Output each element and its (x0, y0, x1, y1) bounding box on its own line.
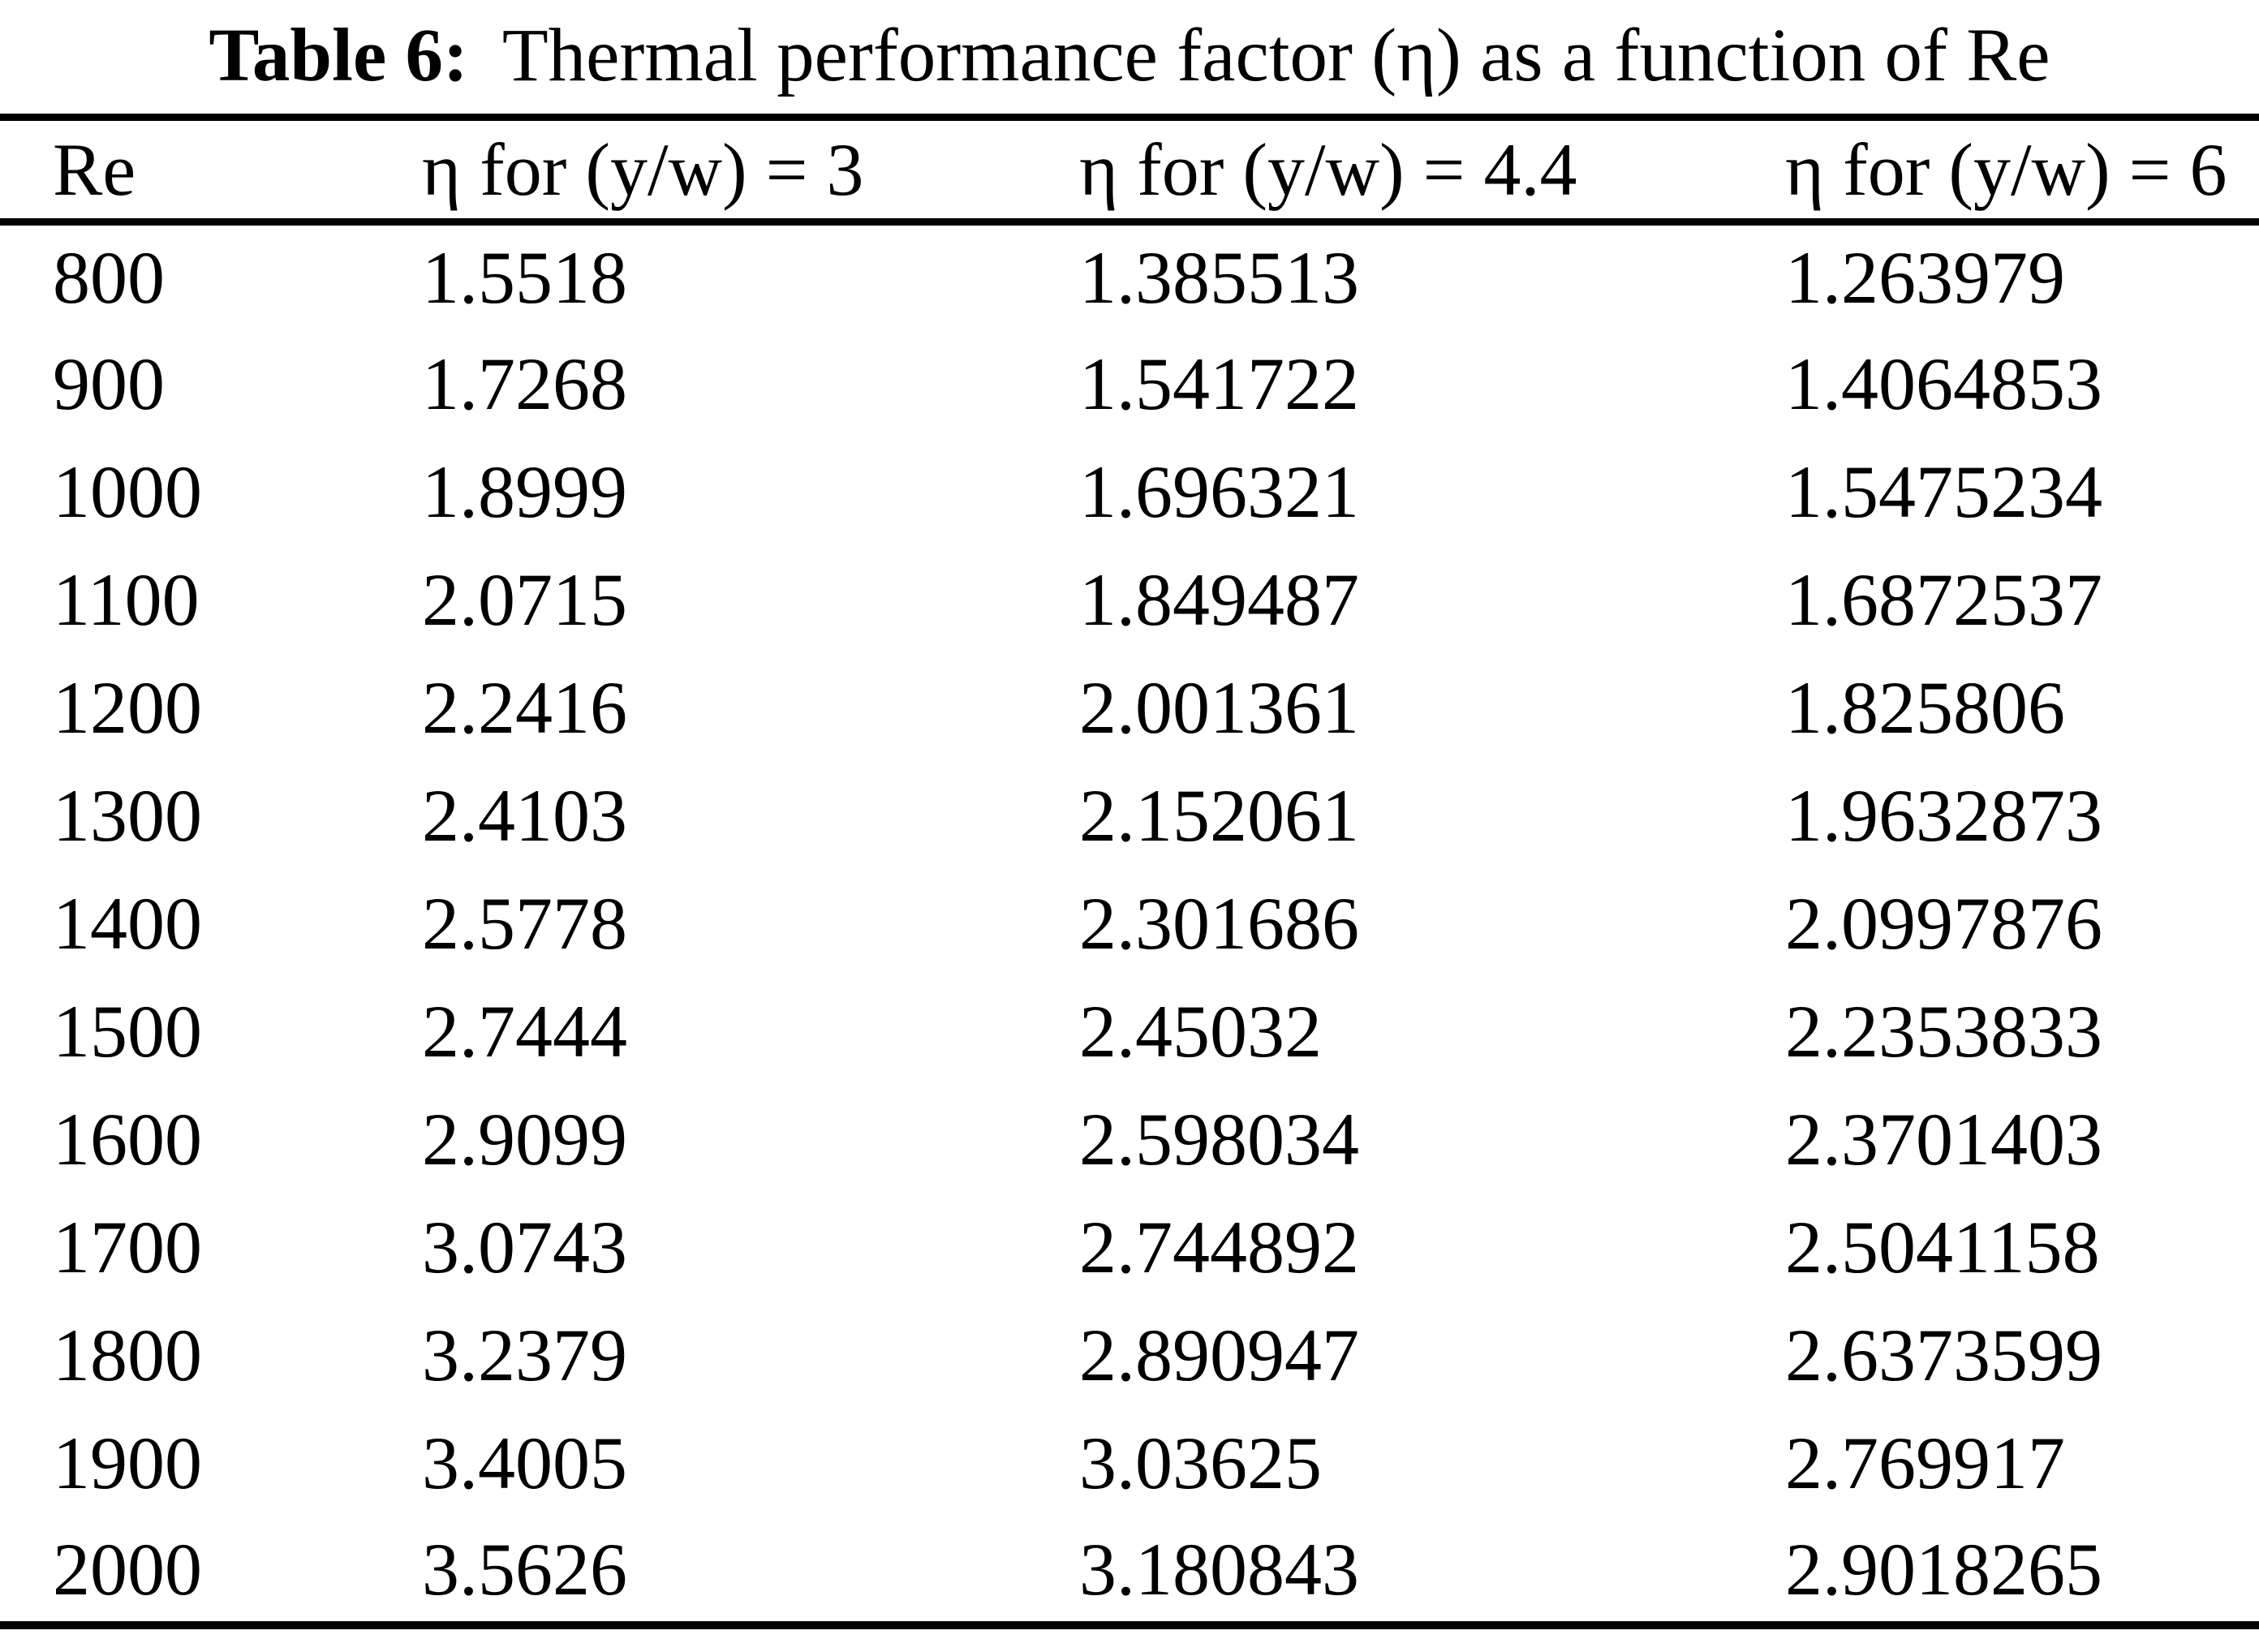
column-header-eta-yw6: η for (y/w) = 6 (1785, 128, 2227, 211)
table-row: 900 1.7268 1.541722 1.4064853 (0, 330, 2259, 438)
table-row: 1300 2.4103 2.152061 1.9632873 (0, 762, 2259, 870)
table-row: 1100 2.0715 1.849487 1.6872537 (0, 546, 2259, 654)
table-cell: 1.825806 (1785, 666, 2065, 749)
table-cell: 2.9018265 (1785, 1527, 2102, 1611)
table-cell: 1.541722 (1079, 342, 1359, 425)
table-cell: 2.5778 (422, 882, 627, 965)
table-body: 800 1.5518 1.385513 1.263979 900 1.7268 1.5417… (0, 222, 2259, 1625)
table-cell: 1.385513 (1079, 236, 1359, 320)
table-row: 1200 2.2416 2.001361 1.825806 (0, 654, 2259, 762)
table-cell: 1300 (53, 774, 202, 857)
table-row: 1000 1.8999 1.696321 1.5475234 (0, 438, 2259, 546)
table-cell: 1200 (53, 666, 202, 749)
table-cell: 900 (53, 342, 165, 425)
table-cell: 1000 (53, 450, 202, 533)
table-row: 1400 2.5778 2.301686 2.0997876 (0, 870, 2259, 978)
table-cell: 2.9099 (422, 1098, 627, 1181)
table-cell: 2.744892 (1079, 1206, 1359, 1288)
table-row: 1700 3.0743 2.744892 2.5041158 (0, 1194, 2259, 1301)
table-row: 800 1.5518 1.385513 1.263979 (0, 222, 2259, 330)
table-cell: 1.5518 (422, 236, 627, 320)
table-cell: 2.0715 (422, 558, 627, 641)
table-cell: 3.4005 (422, 1422, 627, 1504)
table-cell: 2.0997876 (1785, 882, 2102, 965)
table-cell: 3.5626 (422, 1527, 627, 1611)
table-cell: 3.0743 (422, 1206, 627, 1288)
table-cell: 2.5041158 (1785, 1206, 2100, 1288)
table-cell: 2.2416 (422, 666, 627, 749)
table-cell: 2.2353833 (1785, 990, 2102, 1073)
table-cell: 2.6373599 (1785, 1314, 2102, 1396)
table-cell: 1500 (53, 990, 202, 1073)
table-row: 1900 3.4005 3.03625 2.769917 (0, 1409, 2259, 1517)
table-caption-text: Thermal performance factor (η) as a func… (501, 14, 2050, 97)
column-header-eta-yw3: η for (y/w) = 3 (422, 128, 864, 211)
table-cell: 2.890947 (1079, 1314, 1359, 1396)
table-cell: 2.152061 (1079, 774, 1359, 857)
table-cell: 2.001361 (1079, 666, 1359, 749)
table-row: 1500 2.7444 2.45032 2.2353833 (0, 978, 2259, 1086)
table-cell: 1400 (53, 882, 202, 965)
thermal-performance-table: Re η for (y/w) = 3 η for (y/w) = 4.4 η f… (0, 114, 2259, 1629)
table-cell: 1.263979 (1785, 236, 2065, 320)
table-cell: 1.849487 (1079, 558, 1359, 641)
table-cell: 1.7268 (422, 342, 627, 425)
table-cell: 2.3701403 (1785, 1098, 2102, 1181)
column-header-eta-yw44: η for (y/w) = 4.4 (1079, 128, 1577, 211)
table-cell: 2000 (53, 1527, 202, 1611)
table-caption: Table 6: Thermal performance factor (η) a… (0, 0, 2259, 112)
table-caption-number: Table 6: (209, 14, 468, 97)
column-header-re: Re (53, 128, 136, 211)
table-cell: 1.696321 (1079, 450, 1359, 533)
table-cell: 800 (53, 236, 165, 320)
table-header: Re η for (y/w) = 3 η for (y/w) = 4.4 η f… (0, 118, 2259, 222)
table-cell: 1800 (53, 1314, 202, 1396)
table-row: 1600 2.9099 2.598034 2.3701403 (0, 1086, 2259, 1194)
table-cell: 3.2379 (422, 1314, 627, 1396)
table-cell: 2.4103 (422, 774, 627, 857)
table-cell: 1900 (53, 1422, 202, 1504)
table-cell: 1.4064853 (1785, 342, 2102, 425)
table-cell: 2.301686 (1079, 882, 1359, 965)
table-cell: 2.7444 (422, 990, 627, 1073)
table-row: 2000 3.5626 3.180843 2.9018265 (0, 1517, 2259, 1625)
table-cell: 1.5475234 (1785, 450, 2102, 533)
table-cell: 1100 (53, 558, 200, 641)
table-row: 1800 3.2379 2.890947 2.6373599 (0, 1301, 2259, 1409)
table-cell: 2.769917 (1785, 1422, 2065, 1504)
table-cell: 1700 (53, 1206, 202, 1288)
table-cell: 3.03625 (1079, 1422, 1322, 1504)
table-cell: 1600 (53, 1098, 202, 1181)
table-cell: 2.45032 (1079, 990, 1322, 1073)
table-header-row: Re η for (y/w) = 3 η for (y/w) = 4.4 η f… (0, 118, 2259, 222)
table-cell: 2.598034 (1079, 1098, 1359, 1181)
table-cell: 1.6872537 (1785, 558, 2102, 641)
table-cell: 1.9632873 (1785, 774, 2102, 857)
table-cell: 3.180843 (1079, 1527, 1359, 1611)
table-cell: 1.8999 (422, 450, 627, 533)
